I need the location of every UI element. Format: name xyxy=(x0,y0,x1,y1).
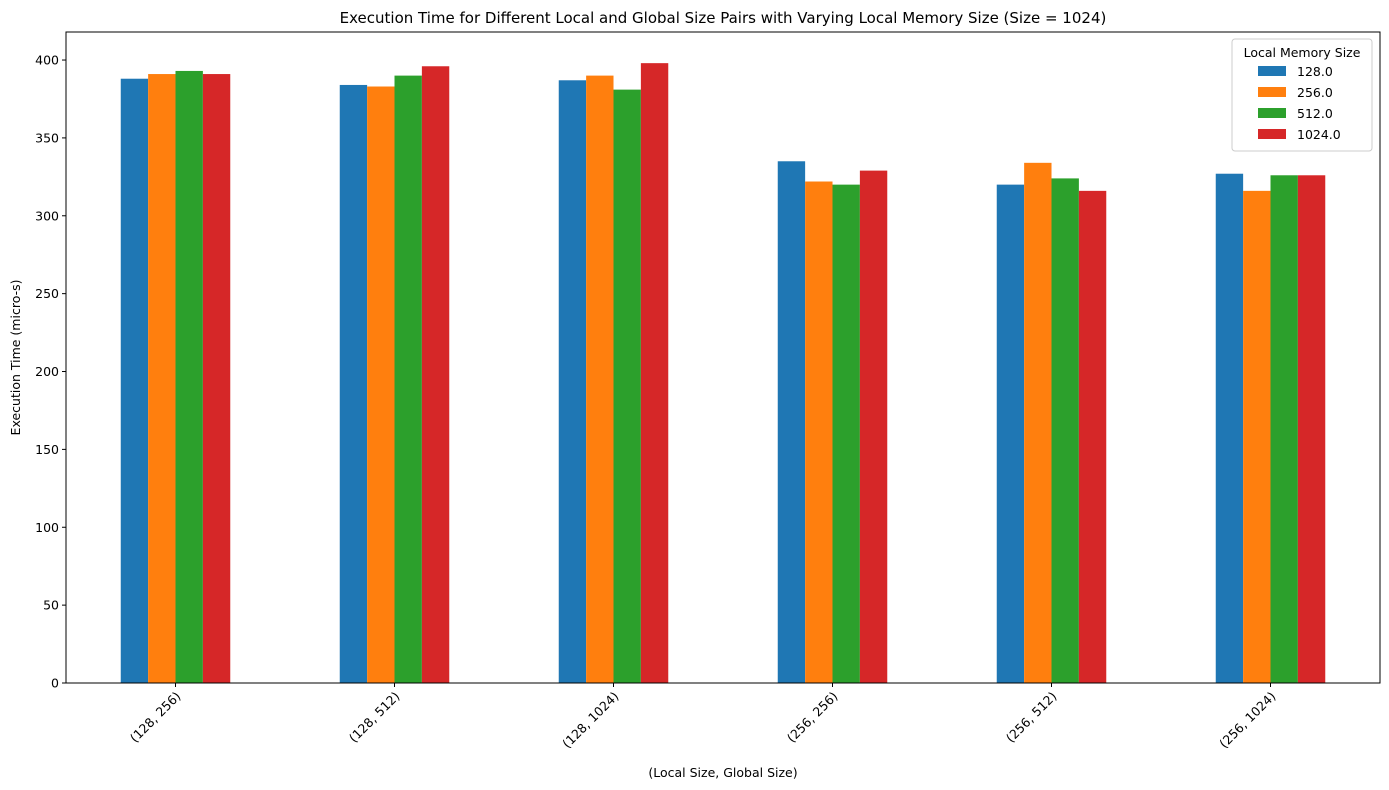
bar-1024.0-1 xyxy=(421,66,450,683)
x-axis-label: (Local Size, Global Size) xyxy=(648,765,797,780)
bar-512.0-5 xyxy=(1270,175,1298,683)
x-tick-label: (256, 1024) xyxy=(1216,689,1278,751)
y-tick-label: 200 xyxy=(35,364,59,379)
bar-1024.0-2 xyxy=(640,63,669,683)
bar-256.0-3 xyxy=(805,181,833,683)
x-tick-label: (256, 512) xyxy=(1003,689,1060,746)
y-tick-label: 100 xyxy=(35,520,59,535)
chart-title: Execution Time for Different Local and G… xyxy=(340,9,1107,27)
bar-512.0-0 xyxy=(175,70,203,683)
bar-128.0-5 xyxy=(1215,173,1244,683)
bar-512.0-3 xyxy=(832,184,860,683)
bar-256.0-1 xyxy=(367,86,395,683)
bar-128.0-0 xyxy=(120,78,149,684)
y-tick-label: 400 xyxy=(35,53,59,68)
x-tick-label: (128, 1024) xyxy=(559,689,621,751)
bar-1024.0-5 xyxy=(1297,175,1326,683)
legend: Local Memory Size 128.0 256.0 512.0 1024.0 xyxy=(1231,38,1373,152)
bar-1024.0-4 xyxy=(1078,190,1107,684)
bar-128.0-2 xyxy=(558,80,587,683)
bar-256.0-0 xyxy=(148,74,176,684)
y-tick-label: 50 xyxy=(43,598,59,613)
bar-1024.0-3 xyxy=(859,170,888,684)
bar-512.0-1 xyxy=(394,75,422,684)
bar-512.0-4 xyxy=(1051,178,1079,683)
legend-label-256.0: 256.0 xyxy=(1297,85,1333,100)
y-tick-label: 150 xyxy=(35,442,59,457)
legend-swatch-128.0 xyxy=(1258,66,1286,76)
legend-title: Local Memory Size xyxy=(1244,45,1361,60)
plot-frame xyxy=(65,31,1381,684)
y-tick-label: 250 xyxy=(35,286,59,301)
bar-128.0-4 xyxy=(996,184,1025,683)
legend-items: 128.0 256.0 512.0 1024.0 xyxy=(1258,64,1341,142)
x-tick-label: (256, 256) xyxy=(784,689,841,746)
y-axis-label: Execution Time (micro-s) xyxy=(8,280,23,436)
y-tick-label: 350 xyxy=(35,130,59,145)
y-tick-label: 300 xyxy=(35,208,59,223)
bar-512.0-2 xyxy=(613,89,641,684)
y-axis: 0 50 100 150 200 250 300 350 400 xyxy=(35,53,66,691)
bar-256.0-4 xyxy=(1024,162,1052,683)
y-tick-label: 0 xyxy=(51,676,59,691)
legend-swatch-256.0 xyxy=(1258,87,1286,97)
x-axis: (128, 256) (128, 512) (128, 1024) (256, 256… xyxy=(127,683,1279,751)
legend-swatch-1024.0 xyxy=(1258,129,1286,139)
bar-128.0-3 xyxy=(777,161,806,683)
bar-1024.0-0 xyxy=(202,74,231,684)
x-tick-label: (128, 512) xyxy=(346,689,403,746)
bars-layer xyxy=(120,63,1326,684)
legend-label-512.0: 512.0 xyxy=(1297,106,1333,121)
bar-256.0-2 xyxy=(586,75,614,684)
x-tick-label: (128, 256) xyxy=(127,689,184,746)
bar-128.0-1 xyxy=(339,84,368,683)
legend-swatch-512.0 xyxy=(1258,108,1286,118)
legend-label-128.0: 128.0 xyxy=(1297,64,1333,79)
legend-label-1024.0: 1024.0 xyxy=(1297,127,1341,142)
bar-256.0-5 xyxy=(1243,190,1271,684)
